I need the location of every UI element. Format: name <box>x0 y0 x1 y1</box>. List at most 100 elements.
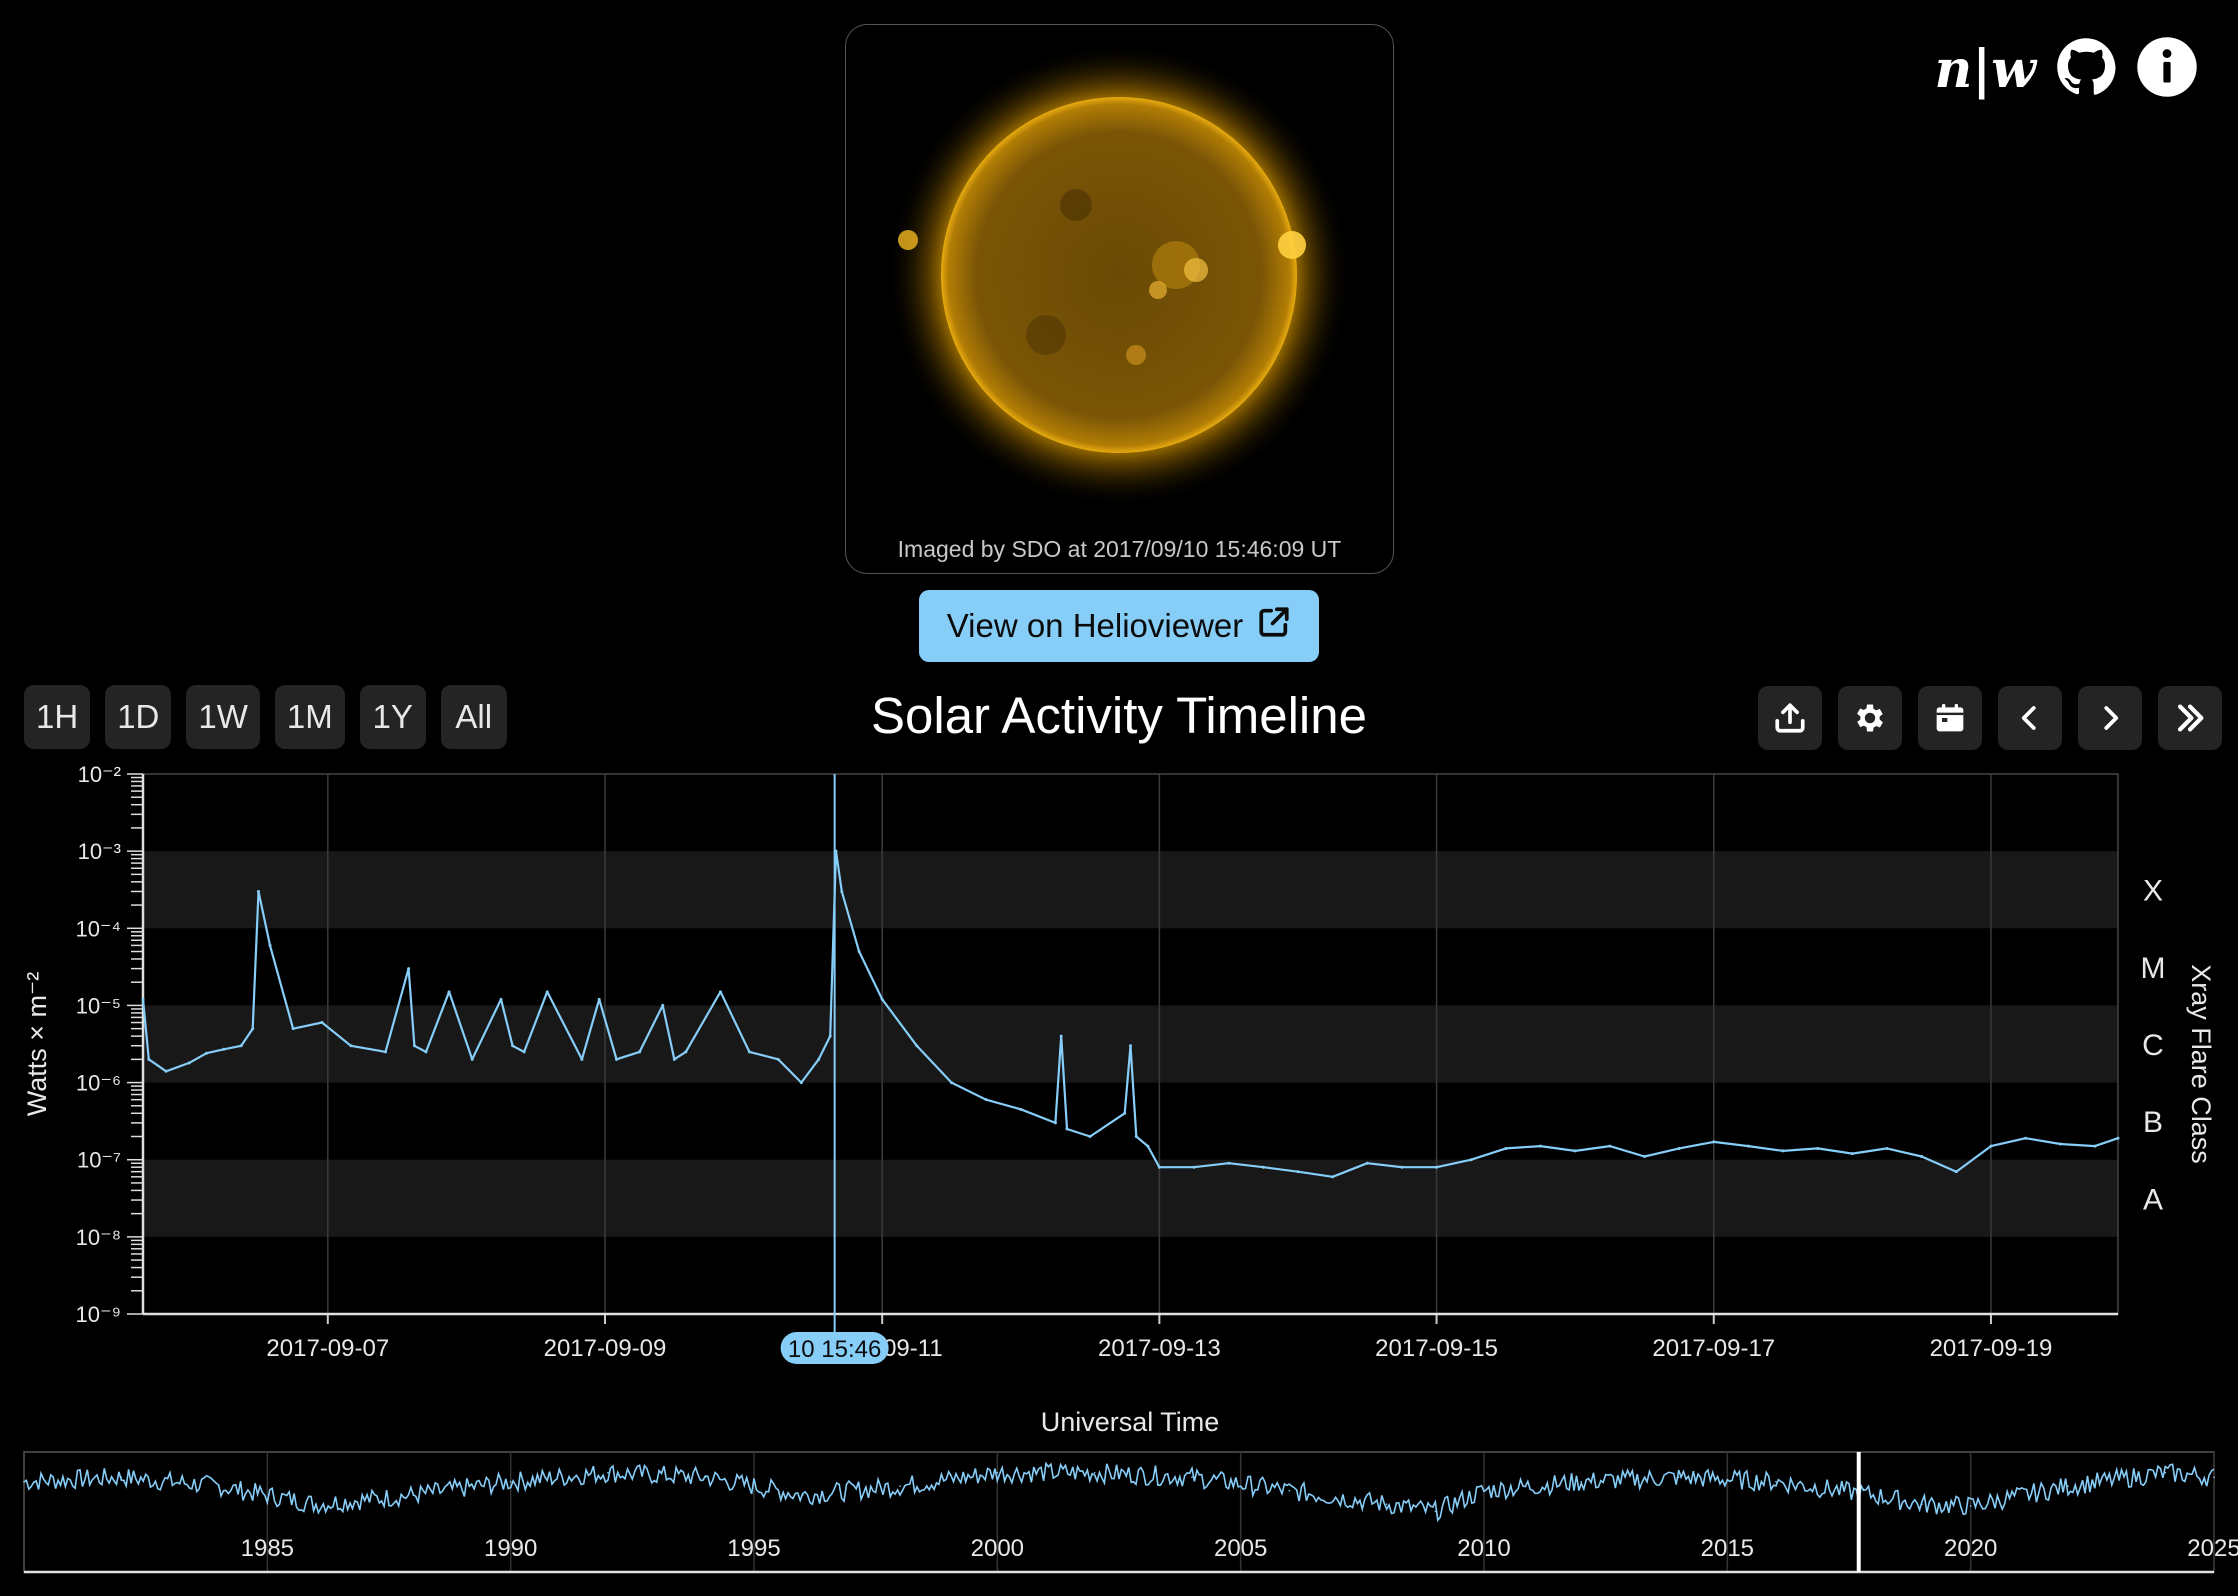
data-point <box>840 889 844 893</box>
calendar-button[interactable] <box>1918 686 1982 750</box>
external-link-icon <box>1257 605 1291 647</box>
sun-image <box>887 43 1351 507</box>
data-point <box>799 1081 803 1085</box>
data-point <box>2093 1144 2097 1148</box>
info-icon[interactable] <box>2136 36 2198 103</box>
data-point <box>1504 1146 1508 1150</box>
data-point <box>1088 1134 1092 1138</box>
range-1d-button[interactable]: 1D <box>105 685 172 749</box>
data-point <box>384 1050 388 1054</box>
data-point <box>1816 1146 1820 1150</box>
x-tick-label: 2017-09-19 <box>1930 1335 2053 1362</box>
page-title: Solar Activity Timeline <box>870 687 1367 744</box>
flare-band <box>143 1005 2118 1083</box>
nw-logo[interactable]: n|w <box>1934 38 2037 100</box>
data-point <box>1954 1170 1958 1174</box>
data-point <box>597 997 601 1001</box>
data-point <box>1157 1165 1161 1169</box>
overview-point <box>509 1480 512 1483</box>
next-button[interactable] <box>2078 686 2142 750</box>
y-tick-label: 10⁻³ <box>78 839 121 864</box>
overview-tick-label: 1995 <box>727 1535 780 1562</box>
data-point <box>522 1050 526 1054</box>
y-tick-label: 10⁻⁹ <box>75 1302 121 1327</box>
data-point <box>349 1044 353 1048</box>
data-point <box>580 1057 584 1061</box>
overview-point <box>1872 1494 1875 1496</box>
helioviewer-label: View on Helioviewer <box>946 607 1244 644</box>
data-point <box>1192 1165 1196 1169</box>
data-point <box>320 1021 324 1025</box>
data-point <box>1435 1165 1439 1169</box>
y-axis-label: Watts × m⁻² <box>22 972 52 1117</box>
settings-button[interactable] <box>1838 686 1902 750</box>
overview-point <box>704 1476 707 1478</box>
overview-point <box>23 1480 25 1483</box>
range-1y-button[interactable]: 1Y <box>359 685 426 749</box>
view-on-helioviewer-button[interactable]: View on Helioviewer <box>919 590 1319 662</box>
image-caption: Imaged by SDO at 2017/09/10 15:46:09 UT <box>897 536 1342 562</box>
data-point <box>672 1057 676 1061</box>
data-point <box>2116 1136 2120 1140</box>
data-point <box>684 1050 688 1054</box>
overview-point <box>217 1485 220 1487</box>
x-tick-label: 2017-09-13 <box>1098 1335 1221 1362</box>
data-point <box>187 1061 191 1065</box>
flare-class-label: B <box>2143 1106 2163 1139</box>
data-point <box>1989 1144 1993 1148</box>
y-tick-label: 10⁻⁴ <box>75 916 121 941</box>
data-point <box>1331 1175 1335 1179</box>
overview-point <box>801 1494 804 1496</box>
data-point <box>984 1098 988 1102</box>
data-point <box>1608 1144 1612 1148</box>
data-point <box>1261 1165 1265 1169</box>
jump-to-latest-button[interactable] <box>2158 686 2222 750</box>
y-tick-label: 10⁻⁷ <box>77 1148 121 1173</box>
cursor-label: 10 15:46 <box>788 1336 881 1363</box>
x-tick-label: 2017-09-17 <box>1652 1335 1775 1362</box>
x-tick-label: 2017-09-15 <box>1375 1335 1498 1362</box>
data-point <box>205 1051 209 1055</box>
share-button[interactable] <box>1758 686 1822 750</box>
data-point <box>141 997 145 1001</box>
overview-point <box>2213 1476 2215 1478</box>
data-point <box>1885 1146 1889 1150</box>
data-point <box>545 990 549 994</box>
range-all-button[interactable]: All <box>440 685 507 749</box>
data-point <box>817 1057 821 1061</box>
data-point <box>1365 1161 1369 1165</box>
data-point <box>638 1050 642 1054</box>
x-tick-label: 2017-09-09 <box>544 1335 667 1362</box>
overview-point <box>607 1471 609 1474</box>
sun-image-card: Imaged by SDO at 2017/09/10 15:46:09 UT <box>845 24 1394 574</box>
double-chevron-right-icon <box>2177 704 2204 732</box>
data-point <box>447 990 451 994</box>
range-1m-button[interactable]: 1M <box>274 685 345 749</box>
flare-band <box>143 1159 2118 1237</box>
overview-tick-label: 1990 <box>484 1535 537 1562</box>
data-point <box>1053 1121 1057 1125</box>
overview-point <box>2164 1471 2167 1474</box>
data-point <box>256 889 260 893</box>
overview-point <box>1775 1480 1777 1483</box>
data-point <box>615 1057 619 1061</box>
data-point <box>1123 1111 1127 1115</box>
overview-point <box>1191 1476 1193 1478</box>
y-tick-label: 10⁻⁸ <box>76 1225 121 1250</box>
previous-button[interactable] <box>1998 686 2062 750</box>
data-point <box>1065 1127 1069 1131</box>
overview-point <box>1921 1503 1923 1505</box>
data-point <box>291 1027 295 1031</box>
data-point <box>1146 1144 1150 1148</box>
data-point <box>1019 1107 1023 1111</box>
data-point <box>1677 1146 1681 1150</box>
range-1w-button[interactable]: 1W <box>186 685 260 749</box>
github-icon[interactable] <box>2056 37 2116 102</box>
y-tick-label: 10⁻⁵ <box>76 993 121 1018</box>
data-point <box>857 950 861 954</box>
overview-point <box>899 1485 901 1487</box>
xray-flux-chart[interactable]: 2017-09-072017-09-092017-09-112017-09-13… <box>0 0 2238 1450</box>
range-1h-button[interactable]: 1H <box>24 685 91 749</box>
gear-icon <box>1857 704 1883 732</box>
